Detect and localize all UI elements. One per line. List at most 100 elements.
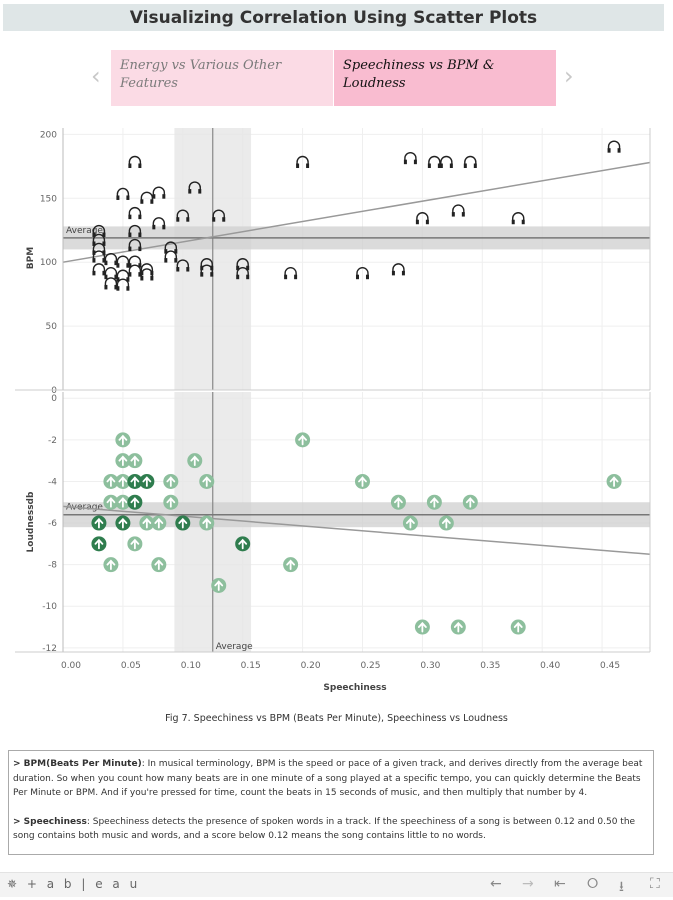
arrow-up-circle-icon — [151, 557, 167, 573]
headphone-cup — [128, 272, 132, 277]
headphone-cup — [294, 274, 298, 280]
arrow-up-circle-icon — [115, 515, 131, 531]
headphone-band — [404, 152, 417, 162]
headphone-band — [116, 255, 130, 266]
arrow-up-circle-icon — [115, 473, 131, 489]
chevron-right-icon[interactable]: › — [564, 62, 574, 90]
headphone-cup — [104, 260, 108, 266]
headphone-cup — [164, 249, 168, 254]
headphone-cup — [92, 250, 96, 255]
arrow-up-circle-icon — [199, 515, 215, 531]
headphone-cup — [617, 148, 621, 153]
headphones-icon — [415, 212, 429, 225]
headphone-cup — [413, 159, 417, 165]
arrow-up-circle-icon — [103, 494, 119, 510]
fullscreen-icon[interactable]: ⛶ — [650, 876, 660, 892]
arrow-up-circle-icon — [426, 494, 442, 510]
headphone-band — [452, 204, 465, 215]
headphone-cup — [174, 258, 178, 263]
headphone-cup — [174, 249, 178, 254]
y-tick-label: 100 — [40, 258, 57, 268]
tab-energy[interactable]: Energy vs Various Other Features — [111, 50, 333, 106]
headphones-icon — [104, 277, 118, 290]
redo-icon[interactable]: → — [522, 876, 534, 892]
headphones-icon — [92, 263, 106, 276]
bpm-term: > BPM(Beats Per Minute) — [13, 759, 142, 769]
arrow-up — [513, 621, 523, 633]
headphones-icon — [152, 217, 166, 230]
tableau-logo-mark-icon: ✵ — [7, 877, 21, 891]
arrow-up — [118, 455, 128, 467]
download-icon[interactable]: ⭳ — [619, 879, 624, 895]
arrow-up-circle-icon — [115, 453, 131, 469]
tableau-logo[interactable]: ✵ + a b | e a u — [7, 877, 140, 891]
headphone-cup — [140, 275, 144, 281]
headphones-icon — [427, 155, 441, 169]
revert-icon[interactable]: ⇤ — [554, 876, 566, 892]
chevron-left-icon[interactable]: ‹ — [91, 62, 101, 90]
headphone-cup — [210, 272, 214, 277]
headphone-cup — [186, 217, 190, 222]
arrow-up-circle-icon — [127, 536, 143, 552]
arrow-up-circle-icon — [163, 494, 179, 510]
scatter-chart: BPM Loudnessdb Speechiness 0 50 100 150 200 A… — [15, 128, 651, 693]
arrow-up-circle-icon — [414, 619, 430, 635]
headphones-icon — [439, 155, 453, 169]
headphone-band — [188, 181, 201, 192]
headphone-band — [92, 233, 106, 244]
headphones-icon — [355, 267, 369, 280]
headphone-cup — [126, 277, 130, 282]
trend-line — [62, 161, 651, 263]
headphone-band — [416, 212, 429, 222]
arrow-up — [106, 476, 116, 487]
arrow-up — [154, 559, 164, 571]
headphone-cup — [176, 217, 180, 222]
headphone-band — [104, 253, 118, 263]
arrow-up — [453, 621, 463, 633]
headphone-cup — [126, 263, 130, 268]
y-tick-label: 50 — [46, 322, 58, 332]
arrow-up-circle-icon — [175, 515, 191, 531]
headphones-icon — [403, 152, 417, 165]
arrow-up — [166, 497, 176, 508]
headphone-cup — [102, 258, 106, 263]
trend-line — [62, 505, 651, 555]
headphones-icon — [92, 250, 106, 263]
x-tick-label: 0.05 — [121, 661, 141, 671]
headphone-cup — [152, 224, 156, 230]
arrow-up-circle-icon — [103, 473, 119, 489]
tab-speechiness[interactable]: Speechiness vs BPM & Loudness — [334, 50, 556, 106]
x-tick-label: 0.15 — [241, 661, 261, 671]
y-tick-label: -6 — [48, 519, 57, 529]
headphone-cup — [114, 284, 118, 290]
headphone-cup — [401, 270, 405, 276]
headphones-icon — [463, 155, 477, 169]
headphone-band — [128, 238, 142, 249]
headphone-cup — [92, 258, 96, 263]
arrow-up-circle-icon — [295, 432, 311, 448]
headphones-icon — [236, 258, 250, 271]
headphone-cup — [437, 163, 441, 169]
headphone-band — [116, 187, 130, 198]
headphone-cup — [128, 263, 132, 268]
headphone-cup — [138, 263, 142, 268]
arrow-up — [154, 517, 164, 529]
arrow-up — [190, 455, 200, 467]
arrow-up — [406, 517, 415, 529]
share-icon[interactable]: ⭘ — [587, 876, 599, 892]
headphone-cup — [128, 232, 132, 238]
headphone-cup — [511, 219, 515, 225]
arrow-up — [358, 476, 367, 487]
arrow-up — [142, 476, 152, 487]
headphones-icon — [104, 267, 118, 280]
arrow-up-circle-icon — [354, 473, 370, 489]
headphone-band — [128, 255, 142, 266]
headphone-cup — [138, 232, 142, 238]
headphone-band — [116, 269, 130, 280]
undo-icon[interactable]: ← — [490, 876, 502, 892]
headphone-cup — [116, 263, 120, 268]
headphone-cup — [236, 274, 240, 280]
headphone-cup — [114, 260, 118, 266]
headphones-icon — [140, 268, 154, 281]
arrow-up — [118, 497, 128, 508]
